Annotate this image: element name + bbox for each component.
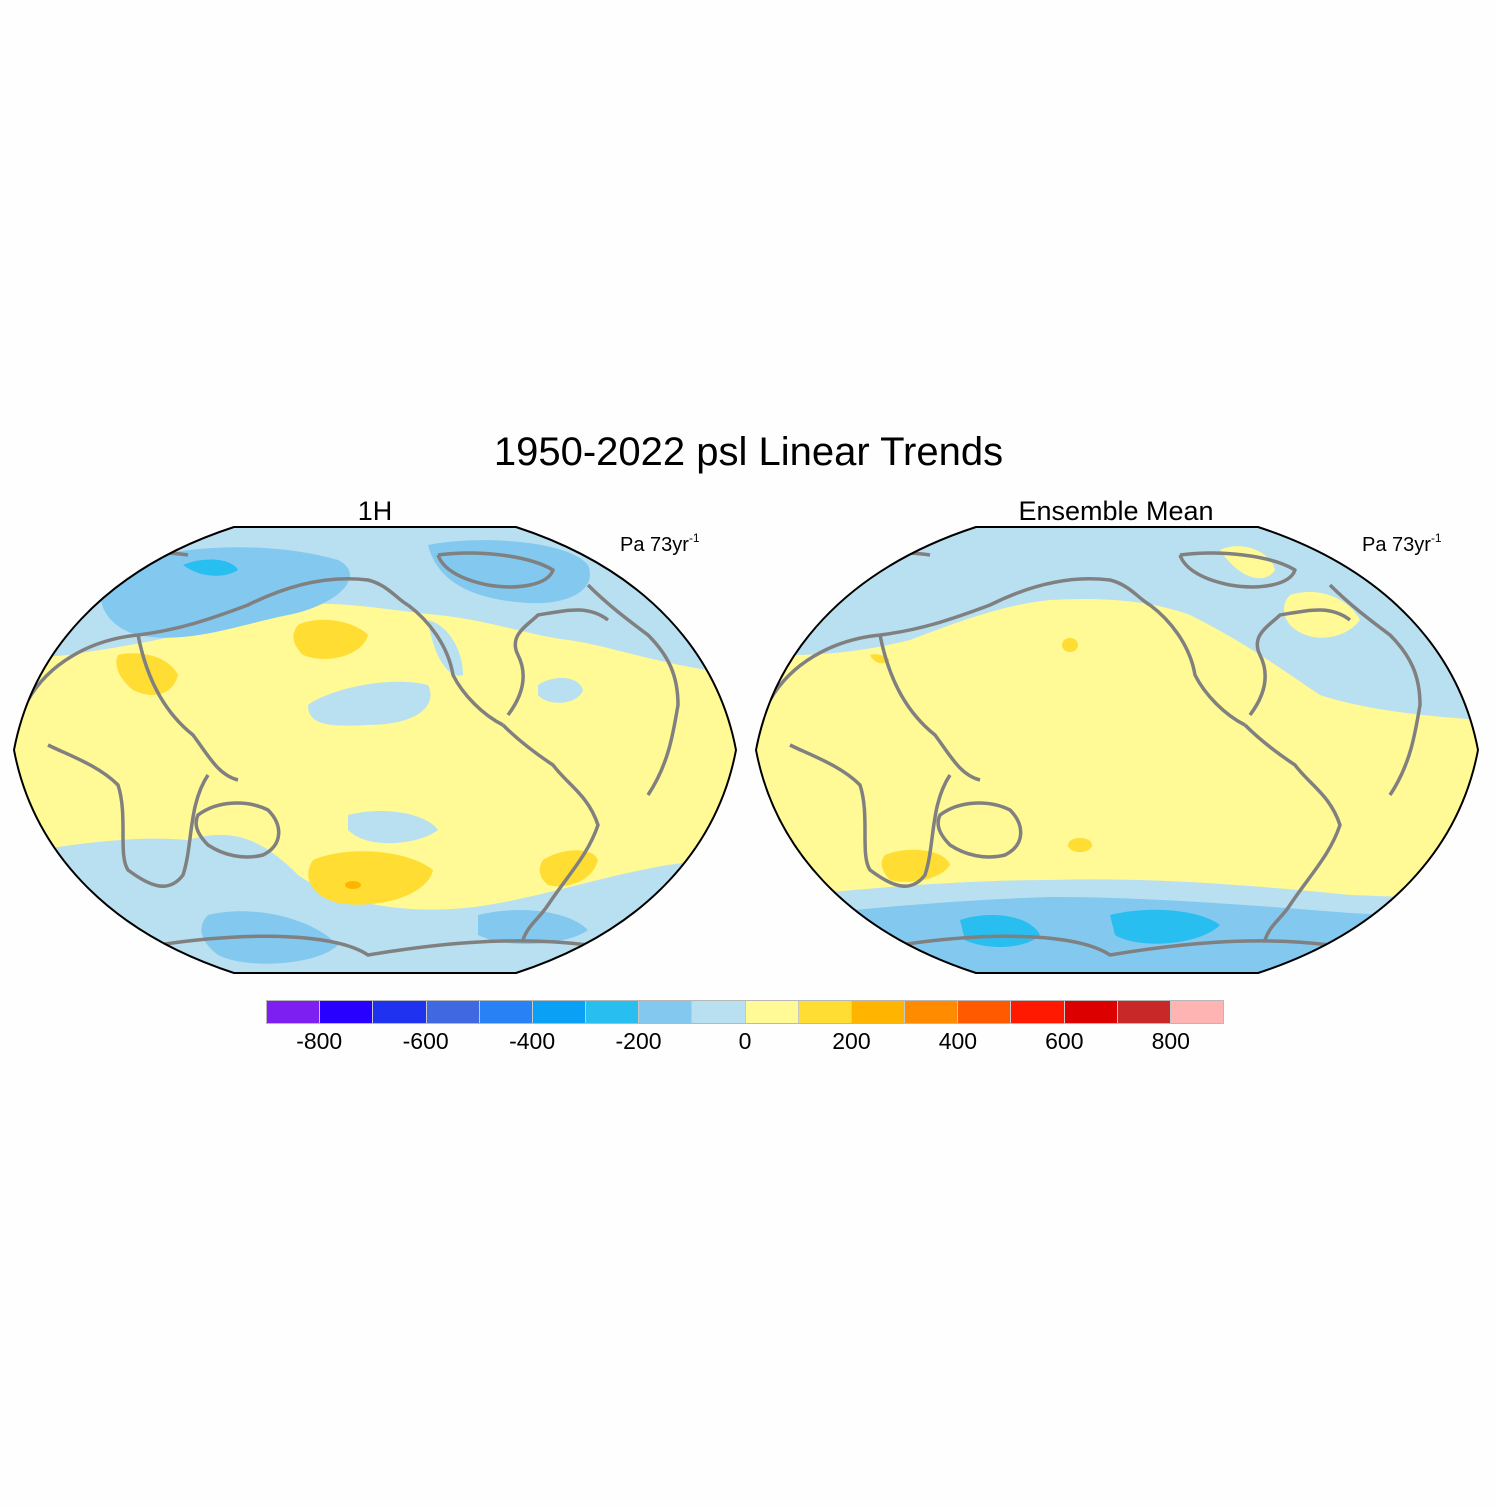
south-pacific-positive: [308, 851, 433, 905]
colorbar-box: [320, 1001, 374, 1023]
colorbar-box: [479, 1001, 533, 1023]
colorbar-box: [798, 1001, 852, 1023]
south-indian-positive: [881, 849, 950, 882]
north-pacific-positive: [293, 619, 368, 659]
map-ensemble-mean: [754, 526, 1480, 974]
colorbar-box: [426, 1001, 480, 1023]
colorbar-box: [851, 1001, 906, 1023]
colorbar-box: [586, 1001, 640, 1023]
colorbar-box: [373, 1001, 427, 1023]
colorbar-tick-label: 200: [832, 1028, 871, 1054]
panel-title-1h: 1H: [357, 496, 393, 526]
colorbar-box: [1011, 1001, 1065, 1023]
colorbar-tick-label: -800: [296, 1028, 343, 1054]
colorbar-tick-label: 600: [1045, 1028, 1084, 1054]
antarctic-negative: [960, 915, 1040, 947]
colorbar: [266, 1000, 1224, 1024]
colorbar-box: [1117, 1001, 1171, 1023]
arctic-negative-region: [756, 527, 1478, 720]
colorbar-box: [745, 1001, 799, 1023]
greenland-negative-region: [428, 540, 590, 604]
colorbar-box: [532, 1001, 587, 1023]
colorbar-box: [1170, 1001, 1224, 1023]
colorbar-box: [905, 1001, 959, 1023]
colorbar-box: [1064, 1001, 1118, 1023]
colorbar-tick-label: -600: [402, 1028, 449, 1054]
colorbar-tick-label: -400: [509, 1028, 556, 1054]
main-title: 1950-2022 psl Linear Trends: [493, 430, 1004, 474]
map-1h: [12, 526, 738, 974]
units-label-ensemble-mean: Pa 73yr-1: [1362, 531, 1442, 556]
coastlines: [768, 551, 1422, 957]
units-label-1h: Pa 73yr-1: [620, 531, 700, 556]
colorbar-box: [692, 1001, 746, 1023]
north-atlantic-positive: [1284, 591, 1360, 638]
colorbar-tick-label: 0: [738, 1028, 752, 1054]
colorbar-tick-label: 400: [938, 1028, 978, 1054]
colorbar-box: [958, 1001, 1012, 1023]
colorbar-box: [639, 1001, 693, 1023]
colorbar-tick-label: -200: [615, 1028, 662, 1054]
coastlines: [26, 551, 680, 957]
colorbar-tick-label: 800: [1151, 1028, 1190, 1054]
colorbar-box: [267, 1001, 321, 1023]
panel-title-ensemble-mean: Ensemble Mean: [1018, 496, 1214, 526]
central-pacific-negative: [308, 681, 431, 726]
siberia-negative-region: [100, 547, 350, 638]
